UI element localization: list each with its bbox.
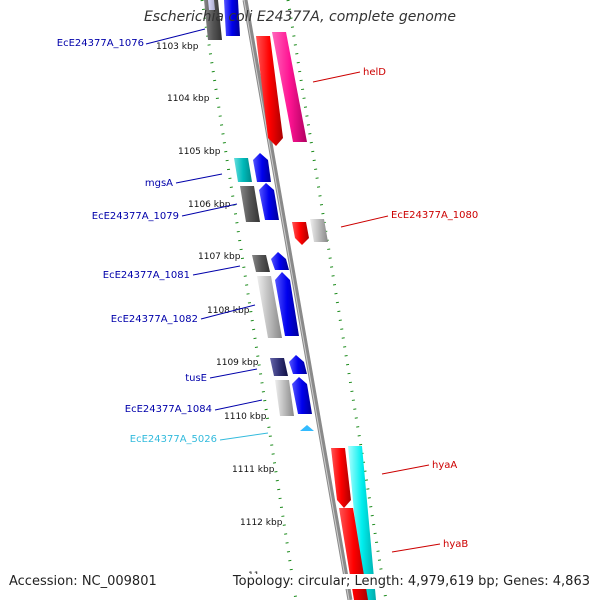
gene-label: tusE bbox=[185, 373, 207, 384]
accession-text: Accession: NC_009801 bbox=[9, 574, 161, 589]
gene-bar bbox=[348, 446, 376, 600]
leader-lines bbox=[145, 28, 441, 553]
gene-labels: EcE24377A_1076 mgsA EcE24377A_1079 EcE24… bbox=[57, 38, 479, 550]
backbone-line bbox=[242, 0, 353, 600]
gene-bar bbox=[257, 276, 282, 338]
gene-bar bbox=[275, 380, 294, 416]
gene-label: EcE24377A_1084 bbox=[125, 404, 212, 415]
gene-label: EcE24377A_1081 bbox=[103, 270, 190, 281]
gene-label: EcE24377A_1079 bbox=[92, 211, 179, 222]
gene-arrow bbox=[224, 0, 240, 36]
kbp-label: 1112 kbp bbox=[240, 518, 283, 528]
gene-bar bbox=[204, 0, 222, 40]
gene-label: helD bbox=[363, 67, 386, 78]
gene-label: hyaB bbox=[443, 539, 468, 550]
gene-label: EcE24377A_1076 bbox=[57, 38, 144, 49]
gene-arrow bbox=[289, 355, 307, 374]
gene-arrow bbox=[292, 377, 312, 414]
gene-bar bbox=[270, 358, 288, 376]
gene-bar bbox=[234, 158, 252, 182]
gene-bar bbox=[272, 32, 307, 142]
kbp-label: 1108 kbp bbox=[207, 306, 250, 316]
gene-arrow bbox=[253, 153, 271, 182]
gene-label: EcE24377A_1082 bbox=[111, 314, 198, 325]
gene-arrow bbox=[271, 252, 289, 270]
gene-arrow bbox=[256, 36, 283, 146]
kbp-label: 1111 kbp bbox=[232, 465, 275, 475]
kbp-label: 1110 kbp bbox=[224, 412, 267, 422]
kbp-label: 1107 kbp bbox=[198, 252, 241, 262]
kbp-label: 1104 kbp bbox=[167, 94, 210, 104]
gene-label: mgsA bbox=[145, 178, 173, 189]
kbp-label: 1106 kbp bbox=[188, 200, 231, 210]
outer-tick-track bbox=[286, 0, 388, 600]
gene-bar bbox=[240, 186, 260, 222]
kbp-label: 1103 kbp bbox=[156, 42, 199, 52]
gene-arrow bbox=[275, 272, 299, 336]
gene-arrow bbox=[331, 448, 351, 508]
backbone-highlight bbox=[243, 0, 350, 600]
map-title: Escherichia coli E24377A, complete genom… bbox=[143, 9, 457, 25]
kbp-label: 1109 kbp bbox=[216, 358, 259, 368]
topology-text: Topology: circular; Length: 4,979,619 bp… bbox=[228, 574, 590, 589]
gene-bar bbox=[208, 0, 215, 10]
gene-label: hyaA bbox=[432, 460, 457, 471]
gene-arrow bbox=[259, 183, 279, 220]
gene-arrow bbox=[292, 222, 309, 245]
gene-bar bbox=[252, 255, 270, 272]
gene-label: EcE24377A_5026 bbox=[130, 434, 217, 445]
gene-arrow-small bbox=[300, 425, 314, 431]
kbp-label: 1105 kbp bbox=[178, 147, 221, 157]
gene-label: EcE24377A_1080 bbox=[391, 210, 478, 221]
gene-features-left bbox=[204, 0, 314, 431]
gene-bar bbox=[310, 219, 328, 242]
